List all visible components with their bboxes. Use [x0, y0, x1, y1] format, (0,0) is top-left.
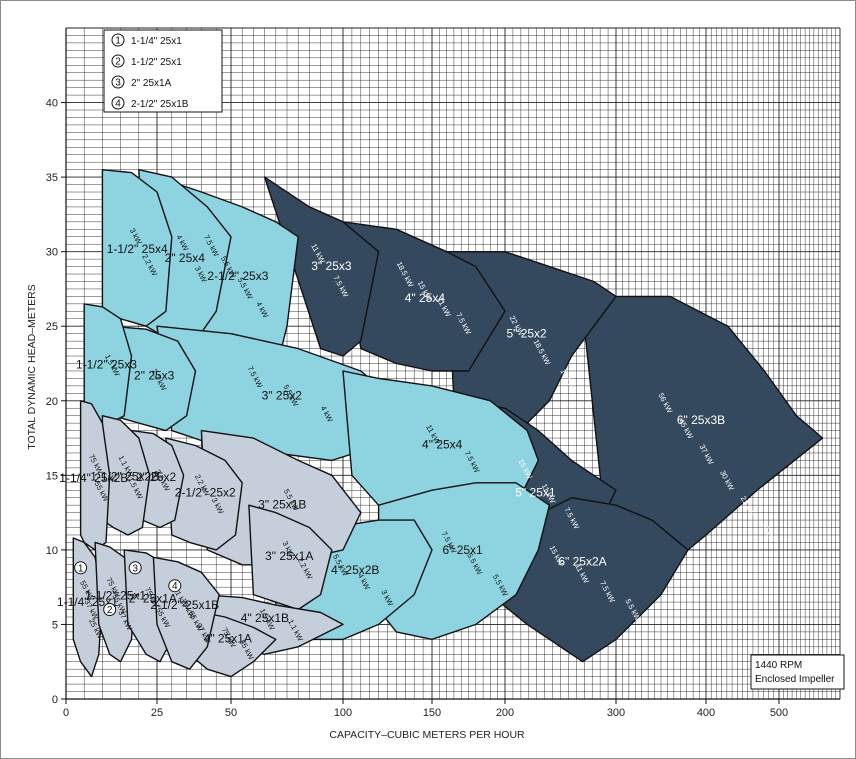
impeller-text: Enclosed Impeller [755, 674, 835, 685]
curve-marker [103, 603, 117, 616]
legend-item: 1 1-1/4" 25x1 [111, 33, 182, 47]
region-label: 3" 25x1B [258, 497, 306, 511]
x-tick-label: 200 [496, 707, 514, 719]
legend-marker [111, 54, 125, 68]
legend-marker [111, 75, 125, 89]
curve-marker [74, 561, 88, 575]
y-tick-label: 40 [46, 98, 58, 110]
x-tick-label: 0 [63, 707, 69, 719]
y-tick-label: 35 [46, 172, 58, 184]
legend-marker [111, 96, 125, 110]
legend-item: 3 2" 25x1A [111, 75, 172, 89]
x-tick-label: 25 [151, 707, 163, 719]
region-label: 2" 25x1A [129, 591, 177, 605]
legend-marker-number: 3 [115, 78, 121, 89]
x-tick-label: 500 [770, 707, 788, 719]
pump-region [79, 400, 111, 551]
region-label: 1-1/4" 25x1 [57, 595, 118, 609]
pump-region [377, 482, 551, 641]
region-labels: 6" 25x3B 5" 25x2 4" 25x4 3" 25x3 5" 25x1 6" 2… [57, 242, 725, 646]
legend-marker-number: 4 [115, 99, 121, 110]
y-axis-title: TOTAL DYNAMIC HEAD–METERS [26, 284, 38, 450]
legend-label: 1-1/2" 25x1 [131, 57, 182, 68]
pump-region [108, 325, 197, 432]
region-label: 2-1/2" 25x3 [207, 269, 268, 283]
pump-regions [72, 168, 824, 678]
pump-region [248, 504, 333, 611]
region-label: 1-1/2" 25x3 [76, 357, 137, 371]
curve-marker-number: 3 [132, 563, 138, 574]
region-label: 4" 25x4 [422, 437, 463, 451]
rpm-text: 1440 RPM [755, 660, 802, 671]
legend-label: 1-1/4" 25x1 [131, 36, 182, 47]
legend-item: 2 1-1/2" 25x1 [111, 54, 182, 68]
pump-region [263, 176, 380, 357]
info-box-frame [750, 654, 845, 690]
region-label: 3" 25x3 [311, 259, 352, 273]
x-tick-label: 300 [607, 707, 625, 719]
y-tick-label: 20 [46, 396, 58, 408]
axes: 0 25 50 100 150 200 300 400 500 0 5 10 15 20 25 30 35 40 [46, 28, 840, 719]
legend-marker-number: 2 [115, 57, 121, 68]
region-label: 2-1/2" 25x2 [175, 486, 236, 500]
curve-marker-number: 2 [107, 605, 113, 616]
y-tick-label: 0 [52, 694, 58, 706]
legend-label: 2-1/2" 25x1B [131, 99, 189, 110]
x-axis-title: CAPACITY–CUBIC METERS PER HOUR [329, 729, 525, 741]
curve-marker-number: 1 [78, 563, 84, 574]
legend: 1 1-1/4" 25x1 2 1-1/2" 25x1 3 2" 25x1A 4… [103, 29, 223, 113]
y-tick-label: 30 [46, 247, 58, 259]
y-tick-label: 10 [46, 545, 58, 557]
region-label: 6" 25x3B [677, 413, 725, 427]
x-tick-label: 400 [697, 707, 715, 719]
x-tick-label: 100 [334, 707, 352, 719]
region-label: 3" 25x1A [265, 549, 313, 563]
legend-box [103, 29, 223, 113]
region-label: 5" 25x1 [515, 485, 556, 499]
pump-region [165, 437, 243, 551]
region-label: 2-1/2" 25x1B [150, 598, 219, 612]
curve-marker [128, 561, 142, 575]
x-tick-label: 50 [225, 707, 237, 719]
region-label: 2" 25x4 [165, 251, 206, 265]
region-label: 1-1/2" 25x4 [107, 242, 168, 256]
region-label: 4" 25x1B [241, 611, 289, 625]
x-tick-label: 150 [423, 707, 441, 719]
region-label: 4" 25x2B [331, 563, 379, 577]
legend-marker-number: 1 [115, 36, 121, 47]
legend-marker [111, 33, 125, 47]
y-tick-label: 15 [46, 470, 58, 482]
rpm-info-box: 1440 RPM Enclosed Impeller [750, 654, 845, 690]
region-label: 1-1/2" 25x2B [90, 469, 159, 483]
y-tick-label: 25 [46, 321, 58, 333]
curve-marker [168, 579, 182, 593]
region-label: 5" 25x2 [506, 327, 547, 341]
pump-region [200, 429, 362, 566]
legend-item: 4 2-1/2" 25x1B [111, 96, 189, 110]
region-label: 6" 25x1 [442, 543, 483, 557]
region-label: 1-1/2" 25x1 [85, 589, 146, 603]
region-label: 4" 25x1A [204, 631, 252, 645]
curve-marker-number: 4 [172, 581, 178, 592]
pump-region [342, 221, 506, 372]
legend-label: 2" 25x1A [131, 78, 172, 89]
region-label: 3" 25x2 [262, 389, 303, 403]
region-label: 2" 25x2 [136, 470, 177, 484]
region-label: 6" 25x2A [558, 555, 606, 569]
region-label: 4" 25x4 [405, 291, 446, 305]
curve-markers: 1 2 3 4 [74, 561, 182, 616]
region-label: 1-1/4" 25x2B [59, 471, 128, 485]
y-tick-label: 5 [52, 619, 58, 631]
region-label: 2" 25x3 [134, 369, 175, 383]
